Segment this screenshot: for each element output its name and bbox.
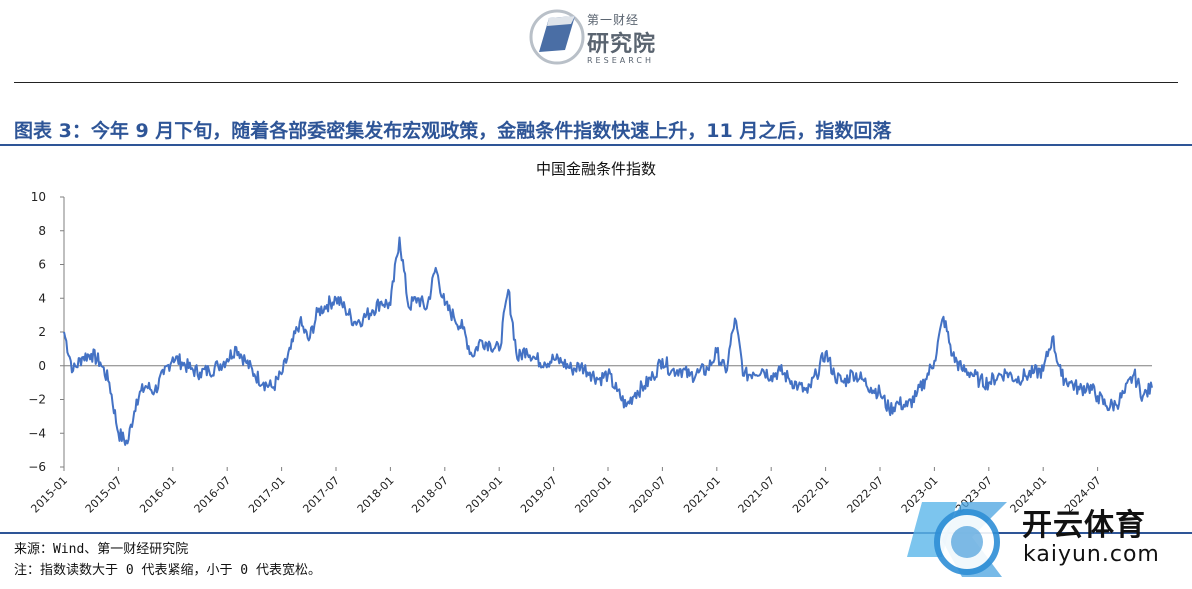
y-axis-ticks: 10 8 6 4 2 0 −2 −4 −6 [28, 190, 64, 474]
x-tick-label: 2017-07 [300, 474, 342, 516]
x-tick-label: 2022-01 [790, 474, 832, 516]
x-tick-label: 2021-01 [681, 474, 723, 516]
line-chart: 中国金融条件指数 10 8 6 4 2 0 −2 −4 −6 2015-01 2015-07 201… [28, 160, 1153, 516]
series-line [63, 236, 1153, 446]
y-tick-label: −4 [28, 426, 46, 440]
y-tick-label: 0 [38, 359, 46, 373]
y-tick-label: 10 [31, 190, 46, 204]
y-tick-label: −2 [28, 393, 46, 407]
x-tick-label: 2016-07 [192, 474, 234, 516]
logo-text-main: 研究院 [587, 32, 657, 57]
x-tick-label: 2019-07 [518, 474, 560, 516]
x-tick-label: 2015-07 [83, 474, 125, 516]
y-tick-label: −6 [28, 460, 46, 474]
x-tick-label: 2022-07 [844, 474, 886, 516]
logo-text-top: 第一财经 [587, 13, 640, 27]
x-tick-label: 2019-01 [464, 474, 506, 516]
logo-text-english: RESEARCH [587, 56, 654, 65]
x-tick-label: 2018-01 [355, 474, 397, 516]
y-tick-label: 8 [38, 224, 46, 238]
footnote: 注：指数读数大于 0 代表紧缩，小于 0 代表宽松。 [14, 563, 321, 578]
x-tick-label: 2018-07 [409, 474, 451, 516]
y-tick-label: 6 [38, 258, 46, 272]
series-group [63, 236, 1153, 446]
x-tick-label: 2017-01 [246, 474, 288, 516]
chart-title: 中国金融条件指数 [536, 160, 656, 178]
watermark-brand: 开云体育 [1022, 508, 1146, 543]
x-tick-label: 2020-01 [572, 474, 614, 516]
x-tick-label: 2021-07 [736, 474, 778, 516]
x-tick-label: 2020-07 [627, 474, 669, 516]
logo-mark-icon [529, 9, 585, 65]
chart-axes [63, 197, 1152, 467]
y-tick-label: 2 [38, 325, 46, 339]
header-divider [14, 82, 1178, 83]
figure-title: 图表 3：今年 9 月下旬，随着各部委密集发布宏观政策，金融条件指数快速上升，1… [14, 120, 892, 142]
source-note: 来源：Wind、第一财经研究院 [14, 542, 189, 557]
footer-divider [0, 532, 1192, 534]
watermark-url: kaiyun.com [1023, 542, 1160, 567]
title-divider [0, 144, 1192, 146]
watermark-logo-icon [907, 502, 1007, 577]
x-tick-label: 2015-01 [28, 474, 70, 516]
research-logo: 第一财经 研究院 RESEARCH [527, 6, 667, 68]
x-tick-label: 2016-01 [137, 474, 179, 516]
y-tick-label: 4 [38, 291, 46, 305]
